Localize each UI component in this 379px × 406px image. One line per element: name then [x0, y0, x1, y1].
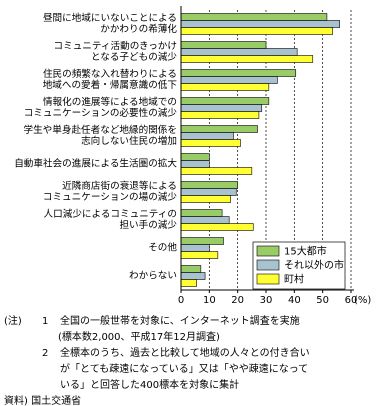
bar: [180, 111, 260, 119]
bar: [180, 279, 197, 287]
bar: [180, 125, 258, 133]
bar: [180, 41, 267, 49]
bar: [180, 153, 210, 161]
x-tick-label: 50: [316, 295, 329, 306]
bar: [180, 237, 224, 245]
category-label: 自動車社会の進展による生活圏の拡大: [14, 158, 177, 170]
bar: [180, 216, 230, 224]
legend-label: 町村: [284, 273, 304, 286]
bar: [180, 188, 237, 196]
category-label: 昼間に地域にいないことによる かかわりの希薄化: [42, 13, 177, 35]
category-label: 近隣商店街の衰退等による コミュニケーションの場の減少: [42, 181, 177, 203]
bar: [180, 251, 219, 259]
bar: [180, 195, 231, 203]
bar: [180, 27, 333, 35]
bar: [180, 160, 210, 168]
bar: [180, 139, 241, 147]
bar: [180, 181, 238, 189]
bar: [180, 265, 202, 273]
bar: [180, 209, 223, 217]
legend-swatch: [256, 259, 280, 271]
x-tick-label: 30: [260, 295, 273, 306]
category-label: 人口減少によるコミュニティの 担い手の減少: [43, 209, 177, 231]
x-tick-label: 20: [231, 295, 244, 306]
note-line: 全標本のうち、過去と比較して地域の人々との付き合い: [60, 348, 310, 359]
note-line: 全国の一般世帯を対象に、インターネット調査を実施: [60, 316, 300, 327]
bar: [180, 69, 297, 77]
bar: [180, 20, 340, 28]
category-label: コミュニティ活動のきっかけ となる子どもの減少: [53, 41, 177, 63]
note-line: が「とても疎遠になっている」又は「やや疎遠になって: [60, 364, 309, 375]
note-line: (標本数2,000、平成17年12月調査): [58, 332, 220, 343]
legend-label: それ以外の市: [284, 259, 344, 272]
x-axis-label: (%): [354, 295, 371, 306]
x-tick-label: 40: [288, 295, 301, 306]
category-label: 住民の頻繁な入れ替わりによる 地域への愛着・帰属意識の低下: [42, 69, 177, 91]
category-label: 情報化の進展等による地域での コミュニケーションの必要性の減少: [23, 97, 177, 119]
note-line: いる」と回答した400標本を対象に集計: [60, 380, 240, 391]
bar: [180, 223, 254, 231]
bar: [180, 132, 234, 140]
legend-swatch: [256, 245, 280, 257]
bar: [180, 104, 263, 112]
x-tick-label: 10: [203, 295, 216, 306]
bar: [180, 76, 278, 84]
category-label: わからない: [129, 270, 177, 282]
category-label: 学生や単身赴任者など地縁的関係を 志向しない住民の増加: [23, 125, 178, 147]
bar: [180, 97, 270, 105]
legend-swatch: [256, 273, 280, 285]
x-tick-label: 60: [345, 295, 358, 306]
note-number: 2: [42, 348, 49, 359]
bar: [180, 55, 314, 63]
note-label: (注): [4, 316, 22, 327]
note-number: 1: [42, 316, 49, 327]
bar: [180, 13, 328, 21]
category-label: その他: [148, 242, 177, 254]
x-tick-label: 0: [178, 295, 184, 306]
legend-label: 15大都市: [284, 245, 327, 258]
bar: [180, 244, 210, 252]
bar: [180, 272, 206, 280]
bar: [180, 167, 253, 175]
source: 資料) 国土交通省: [4, 396, 82, 406]
bar: [180, 48, 298, 56]
bar: [180, 83, 270, 91]
